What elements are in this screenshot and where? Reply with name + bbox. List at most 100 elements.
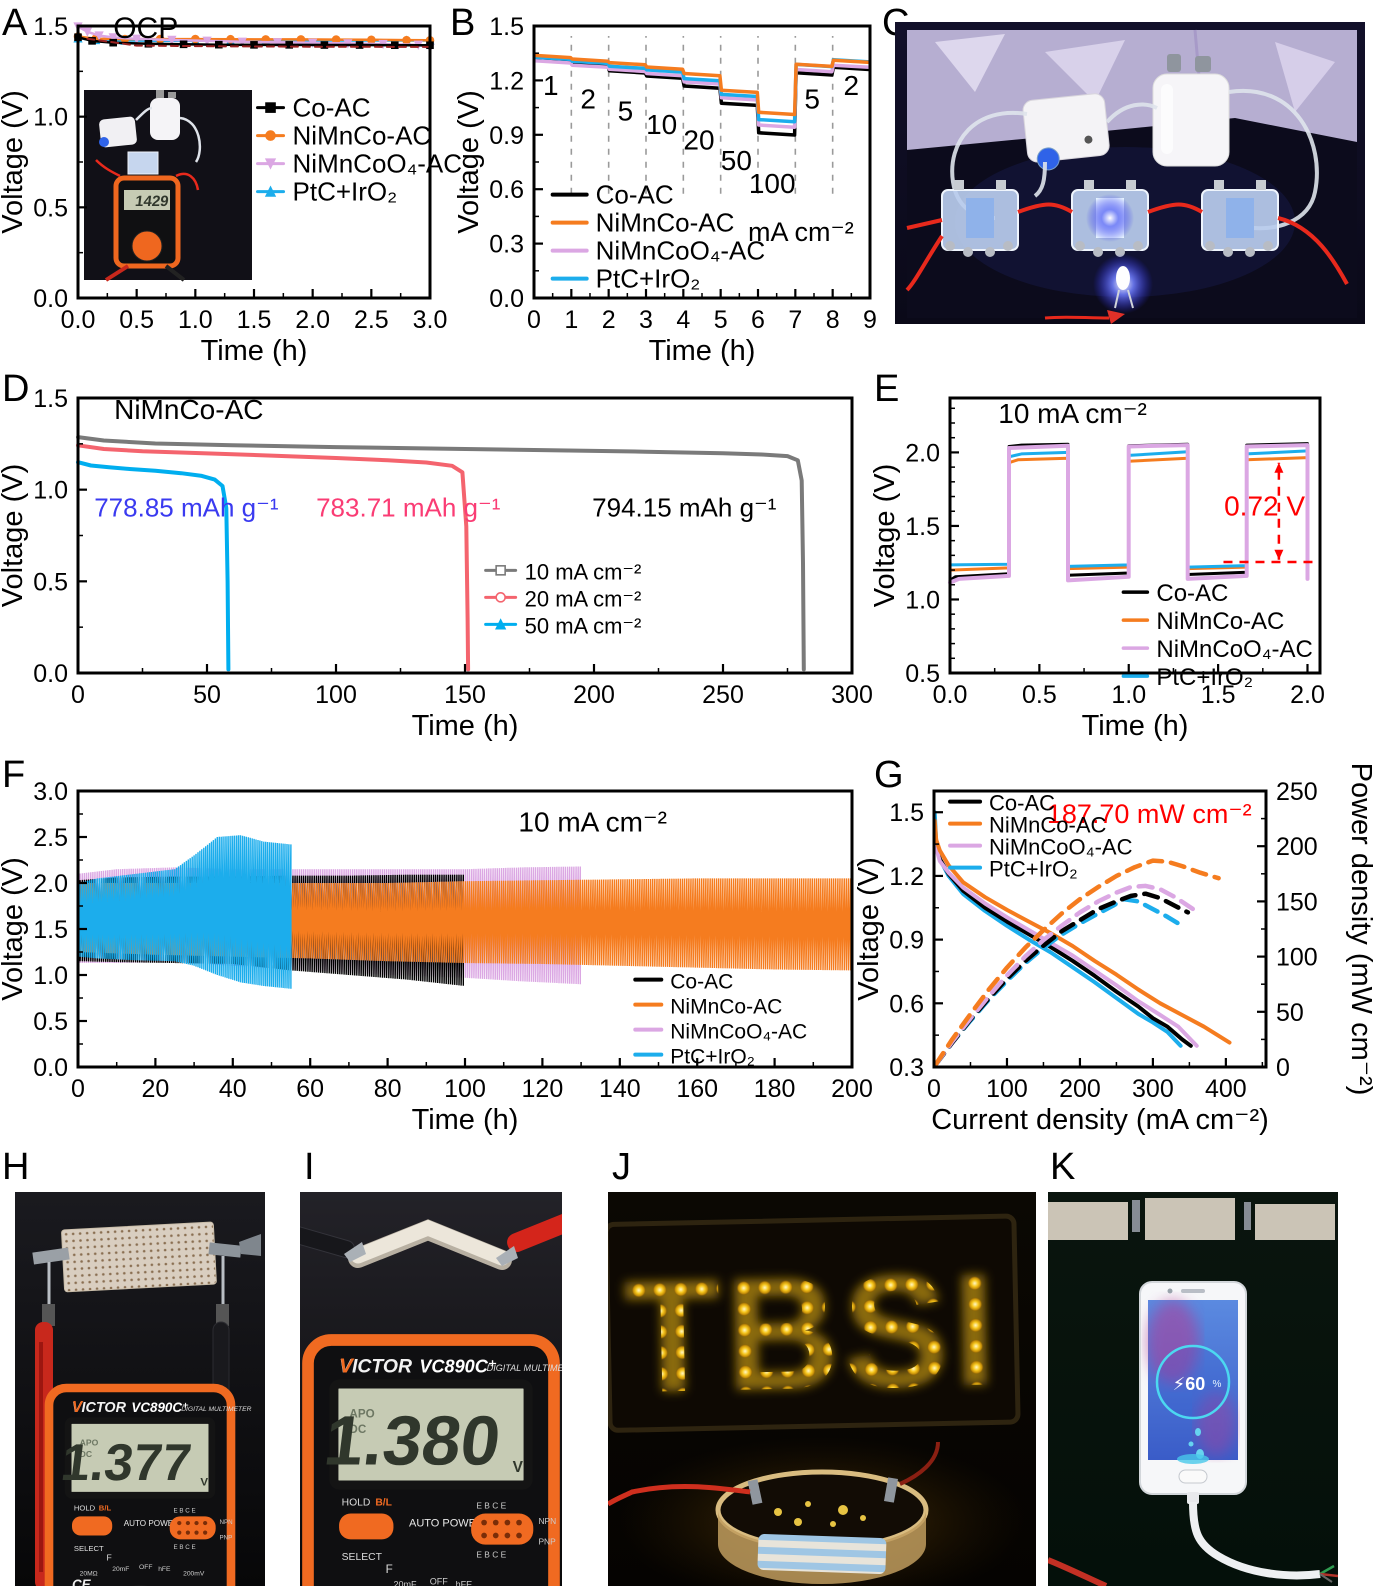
axis-ticks: 0 50 100 150 200 250 300 0.0 0.5 1.0 1.5 (33, 385, 873, 709)
legend-item-label: PtC+IrO₂ (1156, 664, 1253, 691)
svg-text:60: 60 (296, 1075, 324, 1103)
annotation: 100 (749, 168, 796, 199)
legend-item-label: NiMnCo-AC (1156, 608, 1284, 635)
svg-text:200: 200 (573, 681, 615, 709)
legend-item-label: PtC+IrO₂ (670, 1046, 755, 1069)
camera (1167, 1288, 1173, 1294)
svg-text:2.0: 2.0 (905, 439, 940, 467)
legend-item-label: Co-AC (670, 971, 733, 994)
annotation: 0.72 V (1224, 491, 1305, 522)
svg-text:160: 160 (676, 1075, 718, 1103)
svg-text:200mV: 200mV (183, 1571, 205, 1578)
axis-ticks: 0.0 0.5 1.0 1.5 2.00.51.01.52.0 (905, 407, 1325, 709)
svg-text:PNP: PNP (538, 1537, 556, 1547)
svg-text:300: 300 (831, 681, 873, 709)
svg-text:V: V (72, 1399, 84, 1416)
cell (127, 151, 159, 175)
svg-text:100: 100 (315, 681, 357, 709)
svg-text:0.0: 0.0 (61, 306, 96, 334)
chart-F-content: 0 20 40 60 80 100 120 140 160 180 200 0.0 0.5 1.0 1.5 2… (0, 778, 873, 1136)
panel-label-k: K (1050, 1146, 1076, 1188)
svg-text:0.5: 0.5 (33, 568, 68, 596)
red-clip (1107, 310, 1125, 324)
annotation: 10 mA cm⁻² (998, 398, 1147, 429)
svg-text:0.0: 0.0 (489, 285, 524, 313)
svg-text:0.0: 0.0 (33, 285, 68, 313)
svg-text:SELECT: SELECT (342, 1552, 383, 1563)
svg-text:APO: APO (349, 1408, 374, 1421)
svg-text:2.0: 2.0 (1290, 681, 1325, 709)
svg-text:9: 9 (863, 306, 877, 334)
annotation: 1 (543, 70, 559, 101)
x-axis-label: Time (h) (412, 710, 519, 742)
svg-text:NPN: NPN (220, 1519, 233, 1526)
panel-label-e: E (874, 368, 900, 410)
chart-G-content: 0 100 200 300 400 0.3 0.6 0.9 1.2 1.5 0 50 100 150 200… (853, 763, 1377, 1136)
legend-item-label: 50 mA cm⁻² (525, 613, 642, 638)
svg-text:0.5: 0.5 (1022, 681, 1057, 709)
svg-text:80: 80 (374, 1075, 402, 1103)
svg-text:0: 0 (71, 1075, 85, 1103)
svg-text:TBSI: TBSI (622, 1239, 1002, 1426)
svg-text:0.3: 0.3 (489, 231, 524, 259)
panel-label-j: J (612, 1146, 631, 1188)
meter-model: VC890C⁺ (131, 1400, 189, 1415)
series-NiMnCoO₄-AC (948, 443, 1310, 585)
svg-text:E B C E: E B C E (476, 1550, 506, 1560)
tape-strip (1255, 1204, 1335, 1240)
svg-text:140: 140 (599, 1075, 641, 1103)
svg-text:E B C E: E B C E (174, 1508, 196, 1515)
svg-text:1.5: 1.5 (237, 306, 272, 334)
electrode-strip (32, 1247, 70, 1265)
y-axis-label: Voltage (V) (0, 90, 29, 233)
svg-text:E B C E: E B C E (476, 1500, 506, 1510)
meter-brand: VICTOR (339, 1355, 412, 1377)
tape-strip (1048, 1202, 1128, 1240)
svg-text:2.0: 2.0 (33, 870, 68, 898)
chart-discharge-capacity: 0 50 100 150 200 250 300 0.0 0.5 1.0 1.5 Time (h) Vo… (0, 385, 873, 742)
photo-phone-charging: ⚡60% (1048, 1192, 1338, 1586)
electrode-strip (208, 1242, 242, 1258)
svg-text:1.0: 1.0 (33, 104, 68, 132)
svg-text:V: V (339, 1354, 355, 1377)
svg-text:8: 8 (826, 306, 840, 334)
series-NiMnCo-AC P (933, 858, 1221, 1068)
svg-text:0.0: 0.0 (33, 1054, 68, 1082)
svg-text:20: 20 (141, 1075, 169, 1103)
svg-text:AUTO POWER OFF: AUTO POWER OFF (124, 1519, 198, 1528)
svg-text:100: 100 (986, 1075, 1028, 1103)
svg-text:1.5: 1.5 (1201, 681, 1236, 709)
legend-item-label: Co-AC (293, 93, 371, 123)
legend-item-label: NiMnCoO₄-AC (596, 236, 766, 266)
legend-item-label: PtC+IrO₂ (989, 857, 1078, 882)
svg-text:40: 40 (219, 1075, 247, 1103)
x-axis-label: Current density (mA cm⁻²) (931, 1104, 1269, 1136)
pump (1022, 93, 1110, 171)
annotation: 5 (618, 95, 634, 126)
tape-strip (1145, 1198, 1235, 1240)
x-axis-label: Time (h) (649, 335, 756, 367)
legend-item-label: 20 mA cm⁻² (525, 586, 642, 611)
svg-text:1.0: 1.0 (1111, 681, 1146, 709)
x-axis-label: Time (h) (412, 1104, 519, 1136)
svg-text:DC: DC (349, 1423, 366, 1436)
svg-text:1.2: 1.2 (489, 67, 524, 95)
meter-kind: DIGITAL MULTIMETER (181, 1406, 251, 1413)
svg-text:200: 200 (831, 1075, 873, 1103)
svg-text:hFE: hFE (158, 1566, 171, 1573)
meter-kind: DIGITAL MULTIMETER (487, 1363, 582, 1373)
annotation: 5 (804, 84, 820, 115)
chart-polarization-power: 0 100 200 300 400 0.3 0.6 0.9 1.2 1.5 0 50 100 150 200… (853, 763, 1377, 1136)
annotation: 2 (844, 70, 860, 101)
svg-text:3.0: 3.0 (33, 778, 68, 806)
svg-text:3.0: 3.0 (413, 306, 448, 334)
svg-text:OFF: OFF (139, 1564, 152, 1571)
